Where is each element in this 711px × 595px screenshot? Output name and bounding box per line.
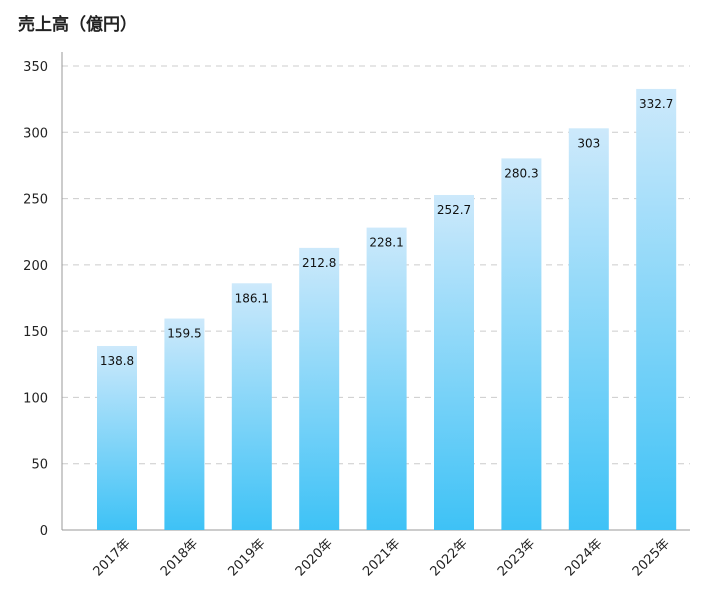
data-label: 186.1 — [235, 291, 269, 305]
x-tick-label: 2022年 — [428, 536, 471, 579]
bars — [97, 88, 677, 531]
data-label: 280.3 — [504, 166, 538, 180]
bar — [97, 345, 137, 530]
bar — [299, 247, 340, 530]
x-tick-label: 2017年 — [91, 536, 134, 579]
data-label: 138.8 — [100, 354, 134, 368]
y-tick-label: 0 — [40, 524, 48, 539]
bar — [231, 283, 272, 530]
x-tick-label: 2019年 — [225, 536, 268, 579]
x-tick-label: 2020年 — [293, 536, 336, 579]
y-tick-label: 150 — [23, 325, 48, 340]
x-tick-label: 2023年 — [495, 536, 538, 579]
data-label: 332.7 — [639, 97, 673, 111]
data-label: 212.8 — [302, 256, 336, 270]
y-tick-label: 200 — [23, 259, 48, 274]
data-label: 159.5 — [167, 327, 201, 341]
x-tick-label: 2021年 — [360, 536, 403, 579]
chart-title: 売上高（億円） — [18, 15, 137, 35]
data-label: 252.7 — [437, 203, 471, 217]
x-tick-label: 2025年 — [630, 536, 673, 579]
bar — [501, 158, 542, 530]
x-tick-label: 2018年 — [158, 536, 201, 579]
bar — [366, 227, 407, 531]
y-tick-label: 100 — [23, 391, 48, 406]
data-label: 228.1 — [369, 236, 403, 250]
bar — [164, 318, 205, 530]
y-tick-label: 350 — [23, 60, 48, 75]
bar — [636, 88, 677, 530]
y-tick-label: 250 — [23, 193, 48, 208]
y-tick-label: 50 — [31, 458, 48, 473]
bar — [434, 194, 474, 530]
y-tick-label: 300 — [23, 126, 48, 141]
data-label: 303 — [577, 136, 600, 150]
bar — [568, 128, 609, 530]
x-tick-label: 2024年 — [562, 536, 605, 579]
